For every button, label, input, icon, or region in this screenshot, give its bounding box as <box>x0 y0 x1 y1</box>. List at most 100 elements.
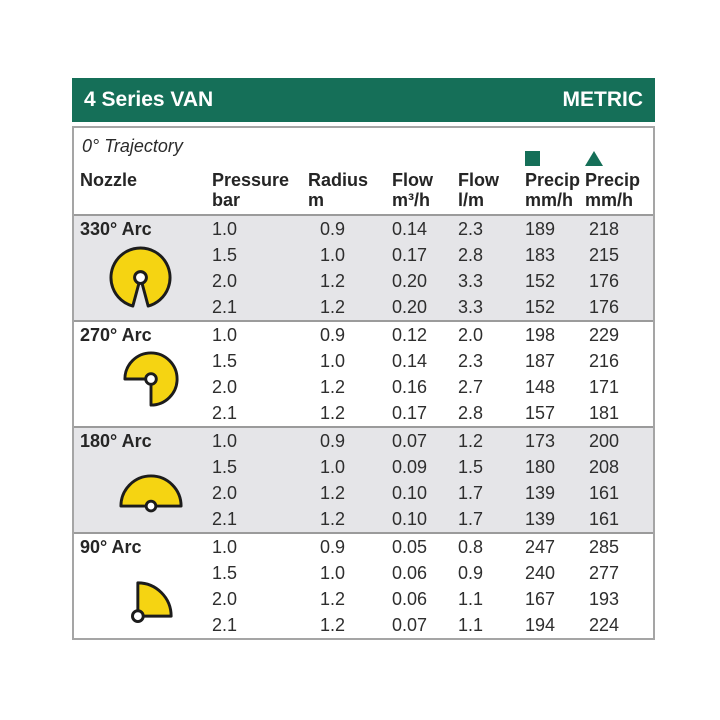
arc-180-icon <box>118 469 184 514</box>
table-cell: 139 <box>525 509 556 529</box>
table-cell: 1.5 <box>212 457 238 477</box>
table-cell: 3.3 <box>458 271 484 291</box>
table-cell: 2.0 <box>212 483 238 503</box>
table-cell: 3.3 <box>458 297 484 317</box>
column-header-precip-square: Precip mm/h <box>525 147 585 211</box>
table-cell: 1.2 <box>320 297 346 317</box>
section-270-arc: 270° Arc 1.0 0.9 0.12 2.0 198 229 1.5 1.0 0.14 2.… <box>74 320 653 426</box>
table-cell: 1.0 <box>212 219 238 239</box>
table-cell: 0.16 <box>392 377 428 397</box>
table-cell: 1.1 <box>458 615 484 635</box>
table-title-banner: 4 Series VAN METRIC <box>72 78 655 122</box>
table-cell: 224 <box>589 615 620 635</box>
table-cell: 0.07 <box>392 431 428 451</box>
table-cell: 1.7 <box>458 509 484 529</box>
nozzle-cell: 330° Arc <box>74 216 212 320</box>
table-cell: 218 <box>589 219 620 239</box>
data-rows: 1.0 0.9 0.14 2.3 189 218 1.5 1.0 0.17 2.8 183 215 2.… <box>212 216 653 320</box>
table-cell: 2.0 <box>212 377 238 397</box>
table-cell: 161 <box>589 483 620 503</box>
square-icon <box>525 151 540 166</box>
table-cell: 180 <box>525 457 556 477</box>
table-cell: 194 <box>525 615 556 635</box>
column-header-radius: Radius m <box>308 170 369 210</box>
table-cell: 2.3 <box>458 219 484 239</box>
column-header-flow-lm: Flow l/m <box>458 170 499 210</box>
table-cell: 2.1 <box>212 403 238 423</box>
table-cell: 1.0 <box>320 457 346 477</box>
table-cell: 0.05 <box>392 537 428 557</box>
table-cell: 0.07 <box>392 615 428 635</box>
table-cell: 1.5 <box>212 245 238 265</box>
section-90-arc: 90° Arc 1.0 0.9 0.05 0.8 247 285 1.5 1.0 0.06 0.9… <box>74 532 653 638</box>
table-cell: 1.0 <box>320 245 346 265</box>
table-cell: 0.20 <box>392 271 428 291</box>
metric-badge: METRIC <box>562 88 644 111</box>
table-cell: 285 <box>589 537 620 557</box>
table-cell: 1.5 <box>212 563 238 583</box>
table-cell: 277 <box>589 563 620 583</box>
table-cell: 0.10 <box>392 509 428 529</box>
table-cell: 183 <box>525 245 556 265</box>
table-cell: 0.17 <box>392 403 428 423</box>
table-cell: 1.0 <box>212 537 238 557</box>
table-cell: 0.8 <box>458 537 484 557</box>
table-cell: 216 <box>589 351 620 371</box>
table-cell: 1.0 <box>212 325 238 345</box>
data-rows: 1.0 0.9 0.07 1.2 173 200 1.5 1.0 0.09 1.5 180 208 2.… <box>212 428 653 532</box>
table-cell: 0.14 <box>392 219 428 239</box>
page-title: 4 Series VAN <box>84 88 214 111</box>
arc-label: 90° Arc <box>80 537 142 557</box>
table-cell: 2.8 <box>458 403 484 423</box>
data-rows: 1.0 0.9 0.05 0.8 247 285 1.5 1.0 0.06 0.9 240 277 2.… <box>212 534 653 638</box>
table-cell: 1.1 <box>458 589 484 609</box>
table-cell: 176 <box>589 271 620 291</box>
table-cell: 200 <box>589 431 620 451</box>
table-header: 0° Trajectory Nozzle Pressure bar Radius… <box>74 128 653 214</box>
table-cell: 2.1 <box>212 509 238 529</box>
table-cell: 157 <box>525 403 556 423</box>
table-cell: 229 <box>589 325 620 345</box>
column-header-precip-triangle: Precip mm/h <box>585 147 653 211</box>
column-headers: Nozzle Pressure bar Radius m Flow m³/h F… <box>74 128 653 214</box>
table-cell: 208 <box>589 457 620 477</box>
table-cell: 0.9 <box>320 431 346 451</box>
table-cell: 0.12 <box>392 325 428 345</box>
table-cell: 215 <box>589 245 620 265</box>
arc-label: 270° Arc <box>80 325 152 345</box>
table-cell: 2.0 <box>458 325 484 345</box>
table-cell: 176 <box>589 297 620 317</box>
column-header-pressure: Pressure bar <box>212 170 290 210</box>
table-cell: 0.9 <box>458 563 484 583</box>
arc-90-icon <box>131 576 178 623</box>
table-cell: 1.0 <box>320 563 346 583</box>
table-cell: 173 <box>525 431 556 451</box>
nozzle-cell: 180° Arc <box>74 428 212 532</box>
table-cell: 247 <box>525 537 556 557</box>
table-cell: 0.9 <box>320 537 346 557</box>
table-cell: 0.09 <box>392 457 428 477</box>
table-cell: 0.10 <box>392 483 428 503</box>
table-cell: 2.0 <box>212 589 238 609</box>
table-cell: 167 <box>525 589 556 609</box>
nozzle-cell: 90° Arc <box>74 534 212 638</box>
table-cell: 1.2 <box>320 271 346 291</box>
table-cell: 189 <box>525 219 556 239</box>
triangle-icon <box>585 151 603 166</box>
table-cell: 152 <box>525 271 556 291</box>
table-cell: 2.7 <box>458 377 484 397</box>
nozzle-cell: 270° Arc <box>74 322 212 426</box>
data-rows: 1.0 0.9 0.12 2.0 198 229 1.5 1.0 0.14 2.3 187 216 2.… <box>212 322 653 426</box>
table-cell: 148 <box>525 377 556 397</box>
table-cell: 1.5 <box>212 351 238 371</box>
arc-label: 180° Arc <box>80 431 152 451</box>
column-header-flow-m3h: Flow m³/h <box>392 170 433 210</box>
table-cell: 0.14 <box>392 351 428 371</box>
table-cell: 1.2 <box>320 509 346 529</box>
arc-330-icon <box>109 246 172 310</box>
table-cell: 0.17 <box>392 245 428 265</box>
table-cell: 139 <box>525 483 556 503</box>
trajectory-label: 0° Trajectory <box>82 136 183 156</box>
table-cell: 1.2 <box>320 377 346 397</box>
table-cell: 2.8 <box>458 245 484 265</box>
